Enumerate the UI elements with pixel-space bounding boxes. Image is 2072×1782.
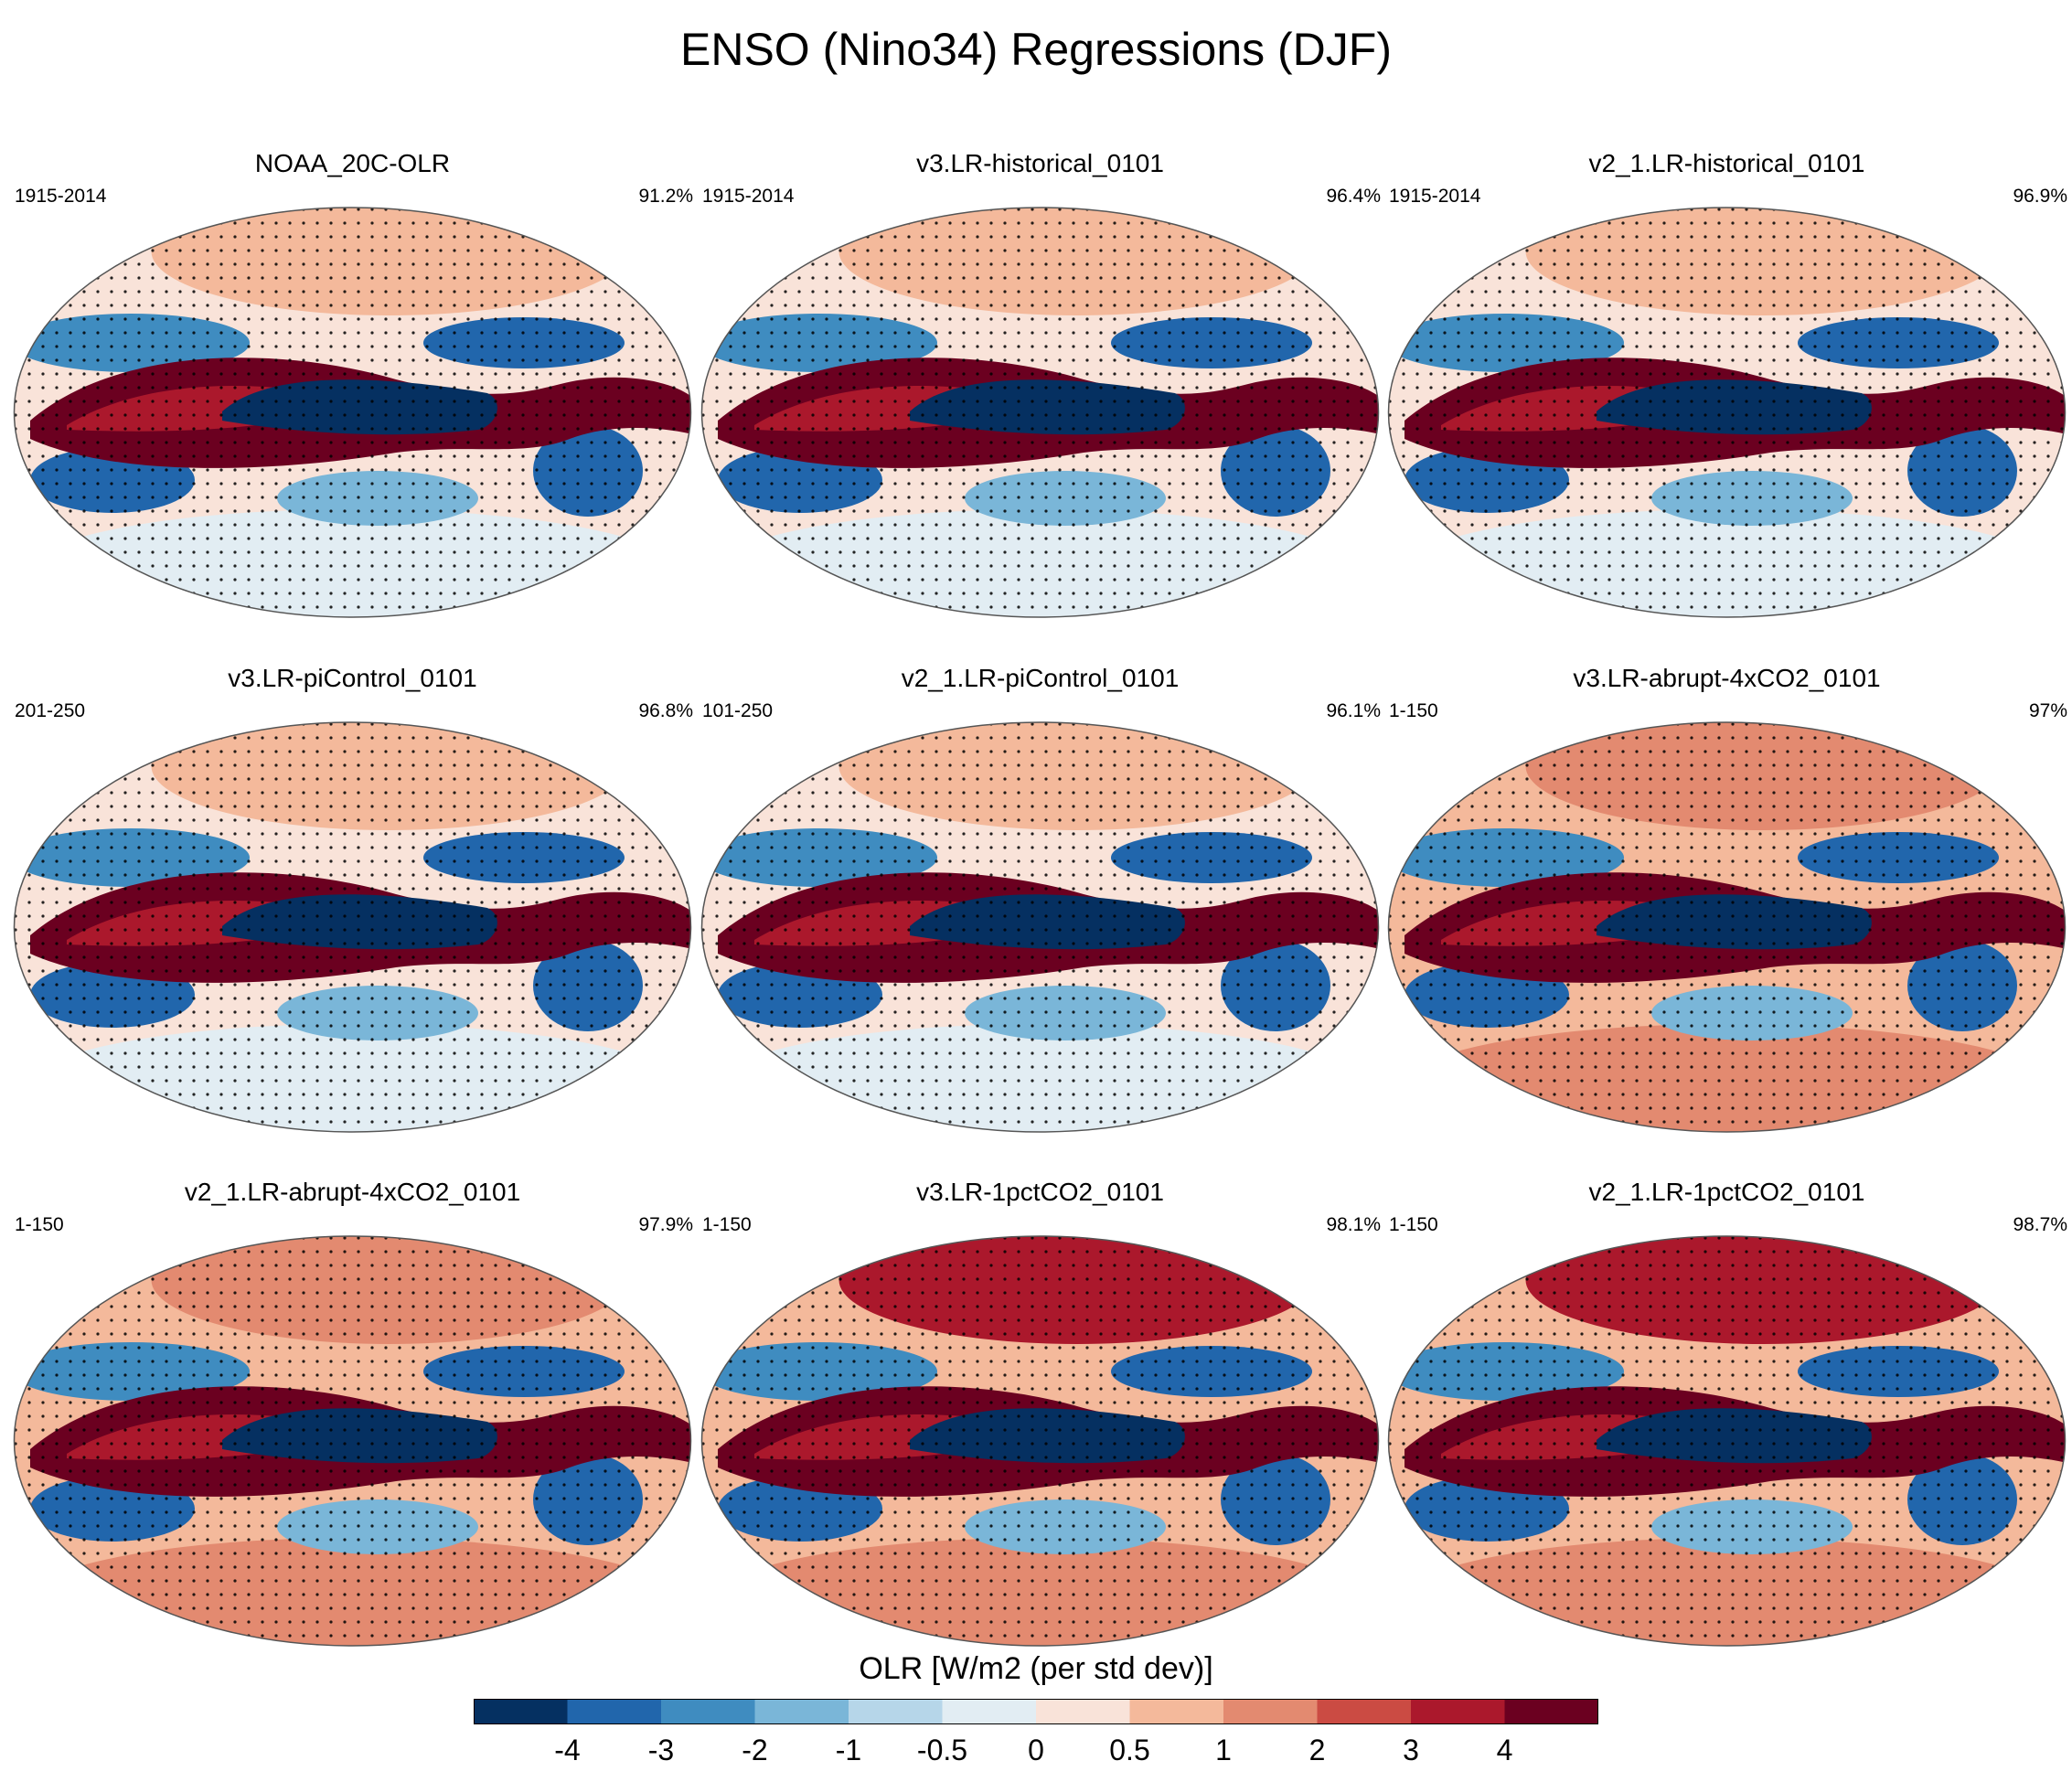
colorbar-title: OLR [W/m2 (per std dev)] [859,1651,1213,1686]
figure-title: ENSO (Nino34) Regressions (DJF) [680,24,1392,75]
panel-title: v2_1.LR-piControl_0101 [901,664,1180,692]
map [700,721,1380,1133]
panel-percent: 96.4% [1326,186,1381,207]
significance-stipple [1388,208,2066,617]
map-field [1388,208,2066,617]
panel-5: v2_1.LR-piControl_0101 101-250 96.1% [700,664,1381,1176]
panel-title: v2_1.LR-1pctCO2_0101 [1588,1178,1865,1206]
map-outline [1387,721,2067,1133]
colorbar-segment [1411,1699,1505,1724]
map [700,207,1380,618]
colorbar-segment [1036,1699,1130,1724]
colorbar-tick-label: 0 [1028,1734,1044,1766]
panel-title: v3.LR-1pctCO2_0101 [916,1178,1164,1206]
map-outline [700,1235,1380,1647]
colorbar-tick-label: 2 [1308,1734,1326,1766]
map-outline [700,721,1380,1133]
map [1387,721,2067,1133]
colorbar-tick-label: -0.5 [916,1734,968,1766]
colorbar-tick-label: 3 [1403,1734,1419,1766]
colorbar-segment [1223,1699,1318,1724]
colorbar-tick-label: -2 [742,1734,768,1766]
panel-3: v2_1.LR-historical_0101 1915-2014 96.9% [1386,149,2067,661]
panel-title: v3.LR-abrupt-4xCO2_0101 [1573,664,1881,692]
map-field [14,208,691,617]
colorbar-segment [942,1699,1037,1724]
colorbar-segment [1504,1699,1598,1724]
colorbar-tick-label: 1 [1215,1734,1232,1766]
panel-percent: 96.8% [638,700,693,721]
map-field [701,1236,1379,1646]
map-field [701,208,1379,617]
map [13,207,692,618]
colorbar-tick-label: 0.5 [1109,1734,1150,1766]
map-outline [13,721,692,1133]
colorbar-segment [1317,1699,1412,1724]
map [13,721,692,1133]
significance-stipple [701,208,1379,617]
panel-percent: 98.7% [2013,1214,2067,1235]
panel-title: v3.LR-piControl_0101 [228,664,477,692]
significance-stipple [1388,1236,2066,1646]
panel-period: 1-150 [702,1214,752,1235]
significance-stipple [14,1236,691,1646]
panel-period: 1915-2014 [15,186,107,207]
panel-title: NOAA_20C-OLR [254,149,451,177]
panel-percent: 97% [2028,700,2067,721]
colorbar-segment [754,1699,849,1724]
map-outline [1387,207,2067,618]
panel-period: 1-150 [1389,700,1438,721]
map [13,1235,692,1647]
panel-8: v3.LR-1pctCO2_0101 1-150 98.1% [700,1178,1381,1690]
colorbar-segment [1129,1699,1224,1724]
significance-stipple [1388,722,2066,1132]
panel-percent: 91.2% [638,186,693,207]
panel-percent: 97.9% [638,1214,693,1235]
colorbar-segment [661,1699,755,1724]
panel-period: 1915-2014 [1389,186,1481,207]
panel-2: v3.LR-historical_0101 1915-2014 96.4% [700,149,1381,661]
map [1387,1235,2067,1647]
map-outline [700,207,1380,618]
map-field [1388,722,2066,1132]
map-outline [13,207,692,618]
panel-title: v3.LR-historical_0101 [916,149,1164,177]
map-outline [13,1235,692,1647]
panel-percent: 96.9% [2013,186,2067,207]
colorbar-segment [474,1699,568,1724]
panel-percent: 98.1% [1326,1214,1381,1235]
panel-title: v2_1.LR-historical_0101 [1588,149,1865,177]
colorbar-tick-label: -4 [554,1734,581,1766]
panel-percent: 96.1% [1326,700,1381,721]
panel-period: 201-250 [15,700,86,721]
panel-1: NOAA_20C-OLR 1915-2014 91.2% [12,149,693,661]
significance-stipple [14,722,691,1132]
colorbar-segment [849,1699,943,1724]
colorbar [474,1699,1598,1724]
panel-9: v2_1.LR-1pctCO2_0101 1-150 98.7% [1386,1178,2067,1690]
panel-period: 1-150 [1389,1214,1438,1235]
panel-6: v3.LR-abrupt-4xCO2_0101 1-150 97% [1386,664,2067,1176]
significance-stipple [701,1236,1379,1646]
colorbar-tick-label: -3 [647,1734,675,1766]
significance-stipple [701,722,1379,1132]
panel-4: v3.LR-piControl_0101 201-250 96.8% [12,664,693,1176]
colorbar-tick-label: -1 [835,1734,862,1766]
map [700,1235,1380,1647]
significance-stipple [14,208,691,617]
panel-period: 1915-2014 [702,186,795,207]
map-outline [1387,1235,2067,1647]
colorbar-tick-label: 4 [1496,1734,1513,1766]
panel-title: v2_1.LR-abrupt-4xCO2_0101 [184,1178,521,1206]
map [1387,207,2067,618]
panel-7: v2_1.LR-abrupt-4xCO2_0101 1-150 97.9% [12,1178,693,1690]
colorbar-segment [567,1699,662,1724]
panel-period: 1-150 [15,1214,64,1235]
panel-period: 101-250 [702,700,774,721]
